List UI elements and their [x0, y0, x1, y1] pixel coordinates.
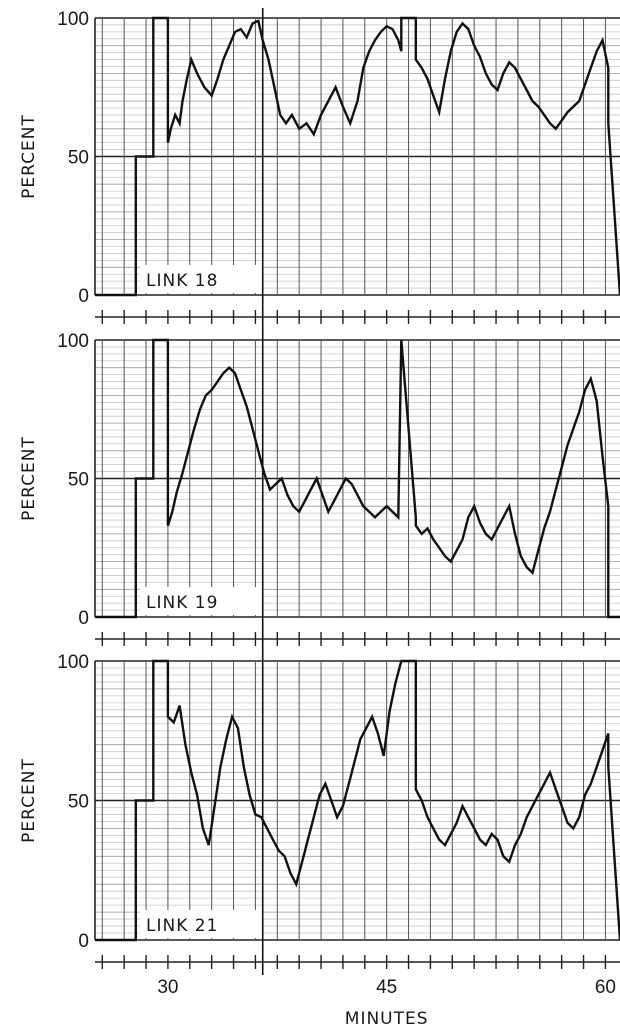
panel-grid	[95, 339, 620, 618]
series-line	[95, 659, 620, 942]
x-tick-label: 45	[376, 977, 397, 998]
y-tick-label: 0	[78, 931, 89, 952]
y-tick-label: 50	[68, 470, 89, 491]
panel-label: LINK 18	[146, 271, 218, 291]
y-tick-label: 100	[57, 331, 89, 352]
y-tick-label: 100	[57, 9, 89, 30]
panel-label-box	[140, 265, 262, 293]
panels-layer: 0 50 100 PERCENT LINK 18 0 50 100 PERCENT LINK 19…	[19, 9, 620, 969]
panel-grid	[95, 17, 620, 296]
panel-2: 0 50 100 PERCENT LINK 19	[19, 331, 620, 646]
y-tick-label: 0	[78, 286, 89, 307]
y-axis-label: PERCENT	[19, 436, 39, 521]
x-axis: 30 45 60 MINUTES	[157, 977, 616, 1029]
series-line	[95, 16, 620, 297]
x-axis-label: MINUTES	[345, 1009, 429, 1029]
panel-3: 0 50 100 PERCENT LINK 21	[19, 652, 620, 969]
panel-label: LINK 21	[146, 916, 218, 936]
series-line	[95, 338, 620, 619]
y-axis-label: PERCENT	[19, 114, 39, 199]
panel-label-box	[140, 910, 262, 938]
panel-label-box	[140, 587, 262, 615]
panel-1: 0 50 100 PERCENT LINK 18	[19, 9, 620, 324]
panel-label: LINK 19	[146, 593, 218, 613]
y-tick-label: 100	[57, 652, 89, 673]
panel-grid	[95, 660, 620, 941]
y-tick-label: 0	[78, 608, 89, 629]
y-tick-label: 50	[68, 792, 89, 813]
y-axis-label: PERCENT	[19, 758, 39, 843]
y-tick-label: 50	[68, 148, 89, 169]
x-tick-label: 60	[595, 977, 616, 998]
x-tick-label: 30	[157, 977, 178, 998]
